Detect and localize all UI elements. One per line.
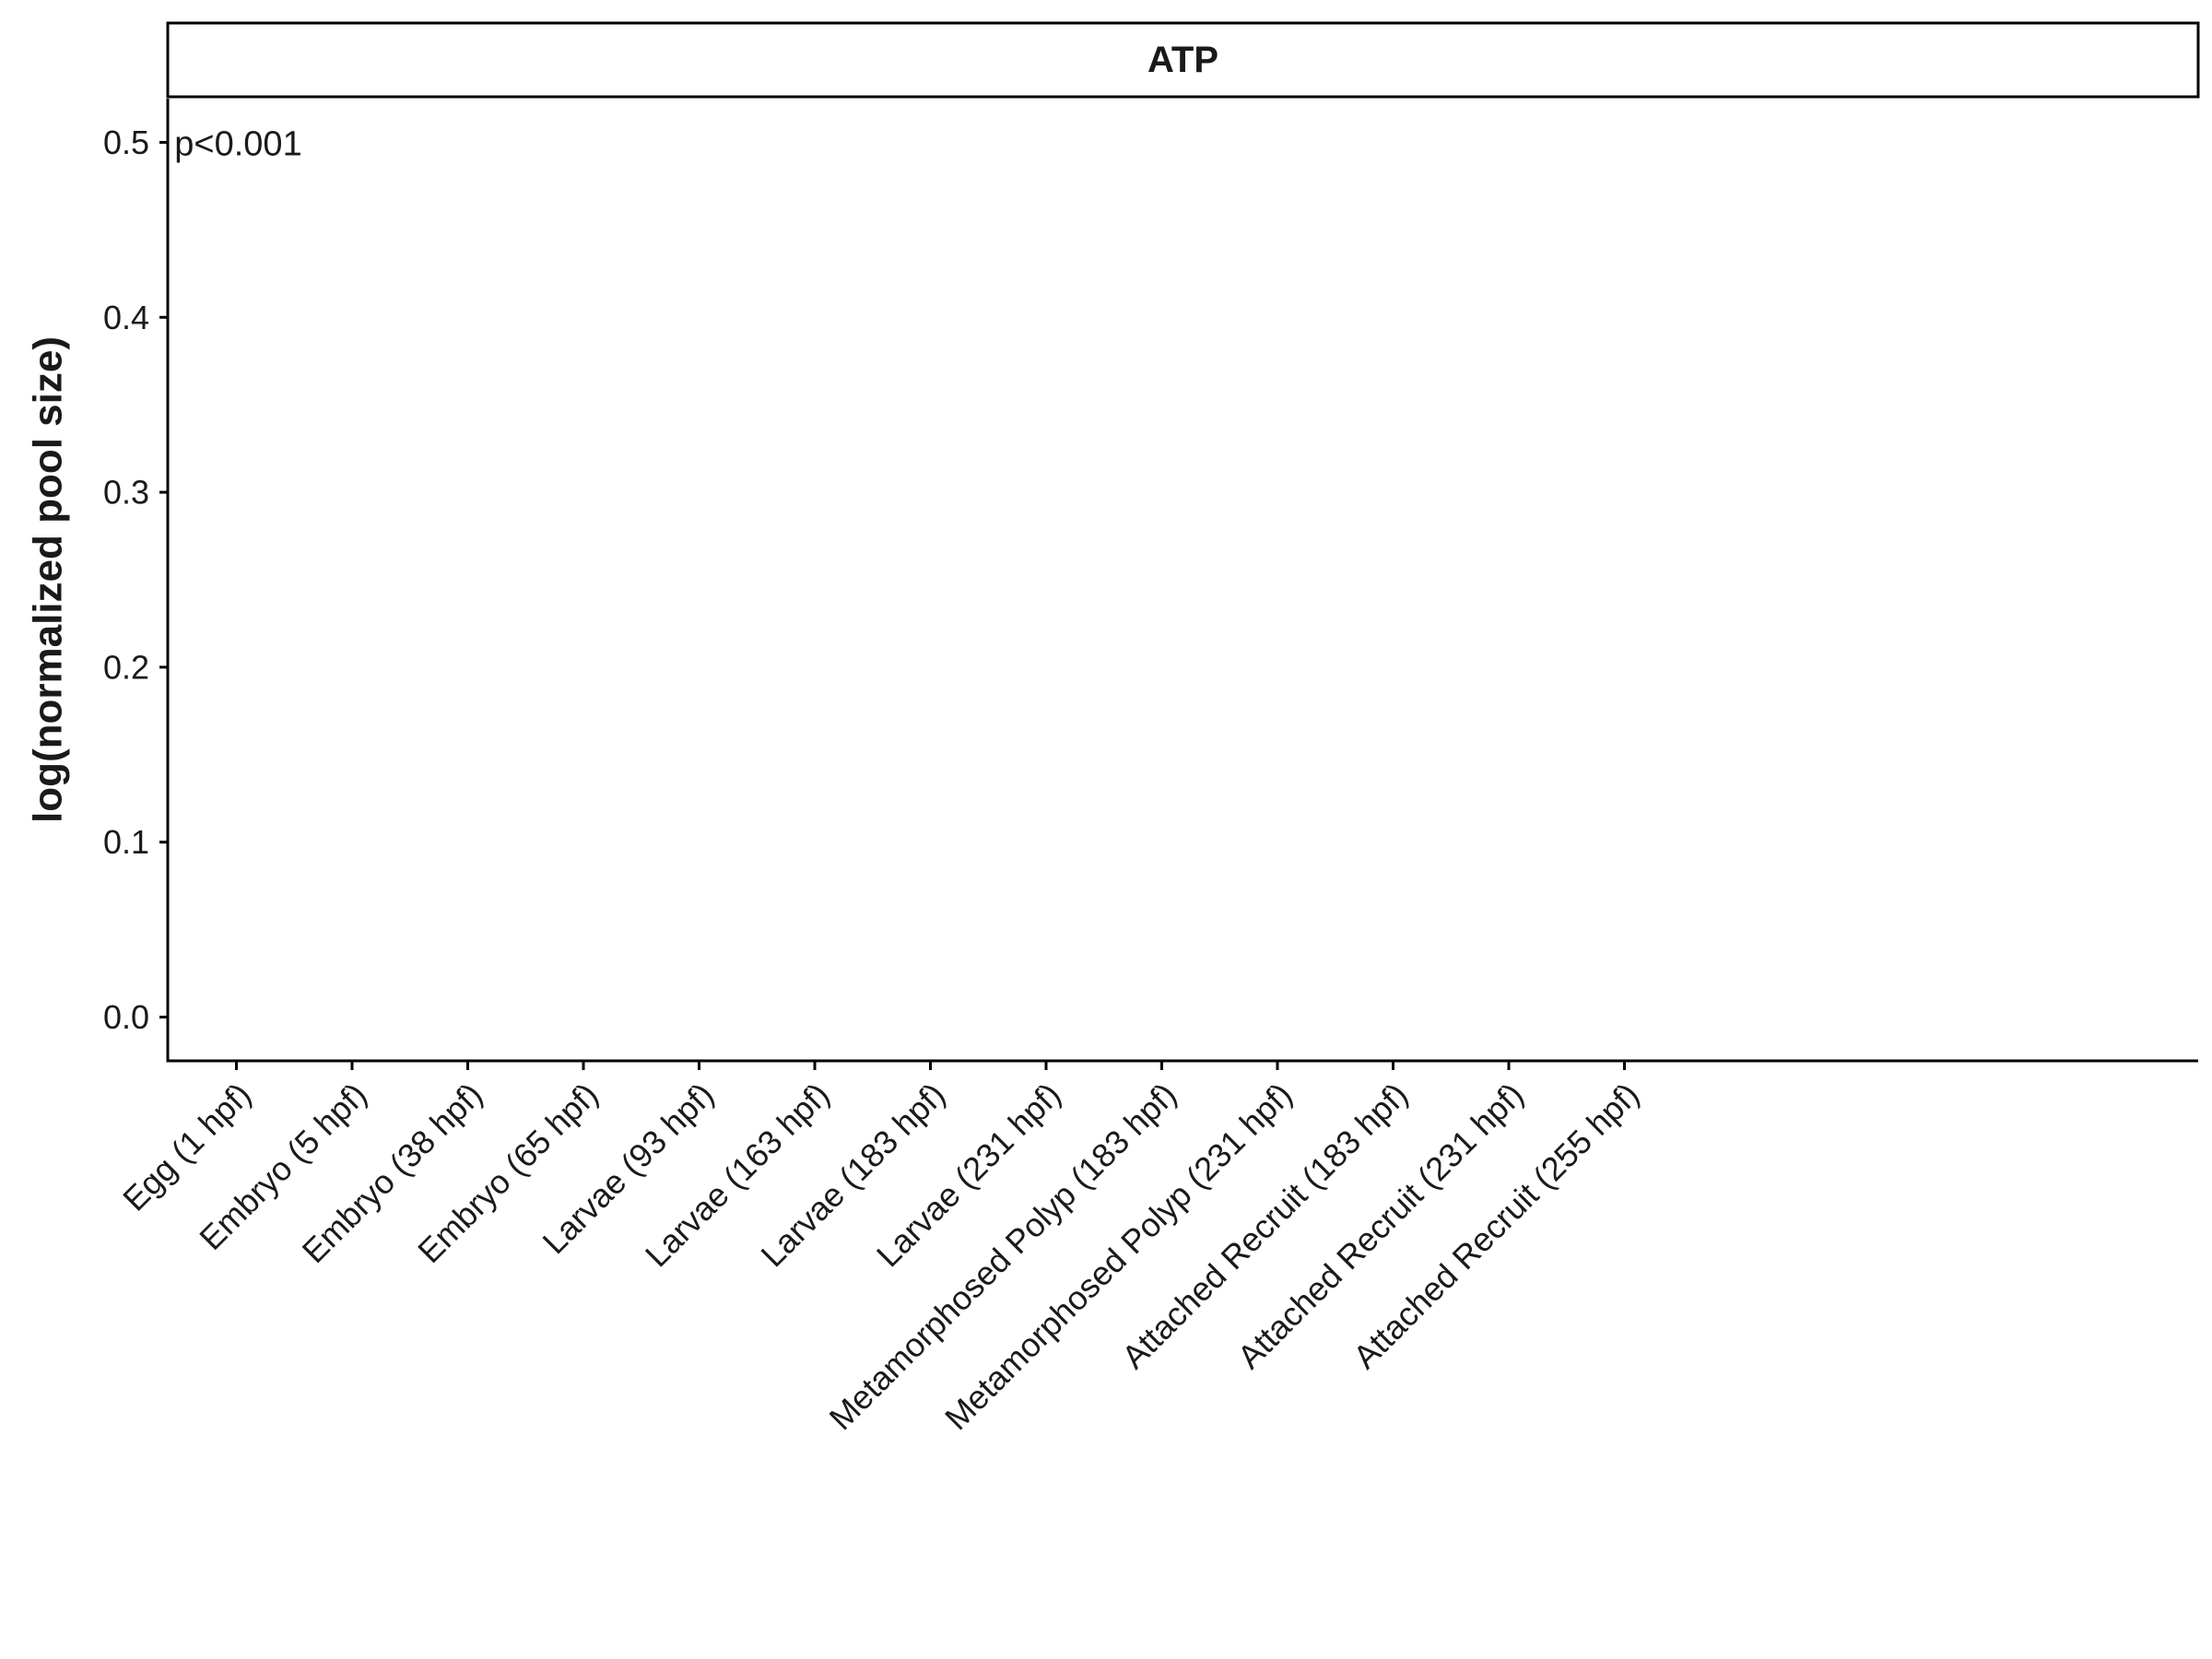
y-tick-label: 0.1 [103, 823, 149, 861]
y-axis: 0.0 0.1 0.2 0.3 0.4 0.5 [103, 99, 170, 1061]
y-tick-label: 0.2 [103, 648, 149, 686]
y-tick-label: 0.3 [103, 474, 149, 512]
y-tick-label: 0.5 [103, 124, 149, 161]
p-value-annotation: p<0.001 [174, 124, 301, 163]
y-axis-title: log(normalized pool size) [26, 336, 71, 823]
y-tick-label: 0.0 [103, 998, 149, 1036]
y-ticks: 0.0 0.1 0.2 0.3 0.4 0.5 [103, 124, 168, 1036]
facet-strip: ATP [166, 21, 2200, 99]
y-tick-label: 0.4 [103, 299, 149, 336]
facet-strip-box [166, 21, 2200, 99]
x-ticks: Egg (1 hpf)Embryo (5 hpf)Embryo (38 hpf)… [115, 1061, 1646, 1437]
facet-strip-label: ATP [1147, 40, 1218, 80]
x-axis: Egg (1 hpf)Embryo (5 hpf)Embryo (38 hpf)… [115, 1059, 2198, 1437]
